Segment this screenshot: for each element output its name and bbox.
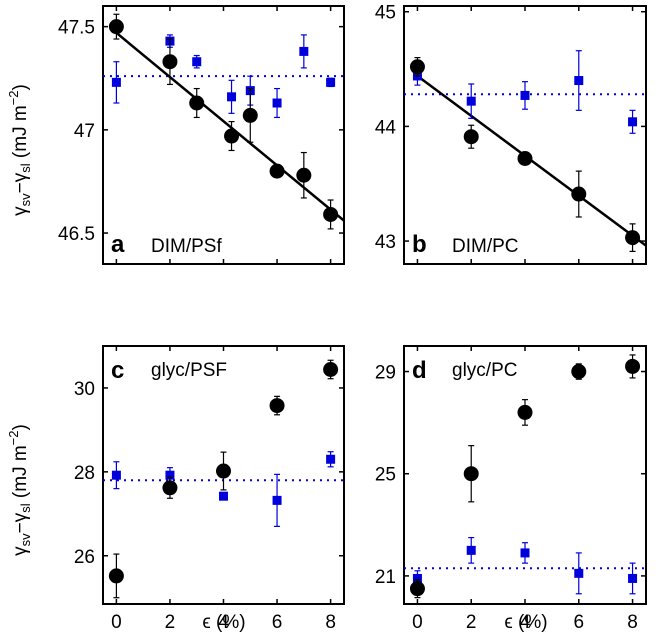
y-tick-label: 26 [74, 547, 95, 568]
x-tick-label: 6 [272, 612, 283, 633]
blue-square-point [412, 573, 422, 583]
panel-title: DIM/PC [452, 236, 519, 257]
panel-letter: a [111, 231, 125, 258]
black-circle-point [162, 54, 178, 70]
black-circle-point [242, 107, 258, 123]
black-circle-point [571, 186, 587, 202]
plot-frame [102, 5, 345, 265]
blue-square-point [466, 96, 476, 106]
y-tick-label: 21 [375, 567, 396, 588]
panel-d: 21 25 29 0 2 4 6 8 d glyc/PC [375, 345, 647, 633]
y-tick-label: 47.5 [58, 18, 95, 39]
black-circle-point [162, 480, 178, 496]
blue-square-point [111, 470, 121, 480]
black-circle-point [323, 361, 339, 377]
fit-line [115, 31, 344, 222]
blue-square-point [574, 568, 584, 578]
black-circle-point [108, 568, 124, 584]
blue-square-point [520, 90, 530, 100]
black-circle-point [296, 167, 312, 183]
x-tick-label: 4 [218, 612, 229, 633]
panel-a: 46.5 47 47.5 a DIM/PSf [58, 5, 345, 265]
blue-square-point [466, 545, 476, 555]
panel-letter: c [111, 357, 124, 384]
black-circle-point [517, 151, 533, 167]
x-tick-label: 0 [111, 612, 122, 633]
y-axis-label-bottom: γsv−γsl (mJ m−2) [6, 424, 33, 556]
panel-letter: d [412, 357, 427, 384]
data-marks [404, 354, 646, 599]
black-circle-point [216, 463, 231, 479]
black-circle-point [463, 466, 479, 482]
x-tick-label: 0 [412, 612, 423, 633]
blue-square-point [111, 77, 121, 87]
y-tick-label: 47 [74, 121, 95, 142]
data-marks [404, 50, 646, 252]
blue-square-point [219, 491, 228, 501]
black-circle-point [463, 129, 479, 145]
x-tick-label: 8 [627, 612, 638, 633]
blue-square-point [272, 98, 282, 108]
black-circle-point [189, 95, 205, 111]
panel-c: 26 28 30 0 2 4 6 8 c glyc/PSF [74, 345, 345, 633]
black-circle-point [108, 19, 124, 35]
y-tick-label: 45 [375, 3, 396, 24]
y-axis-label-top: γsv−γsl (mJ m−2) [6, 84, 33, 216]
plot-frame [403, 5, 647, 265]
black-circle-point [625, 230, 641, 246]
blue-square-point [272, 495, 282, 505]
blue-square-point [574, 76, 584, 86]
blue-square-point [165, 470, 175, 480]
black-circle-point [571, 364, 587, 380]
y-tick-label: 28 [74, 463, 95, 484]
black-circle-point [269, 398, 285, 414]
black-circle-point [224, 128, 240, 144]
blue-square-point [227, 92, 237, 102]
blue-square-point [192, 57, 202, 67]
x-tick-label: 4 [520, 612, 531, 633]
y-tick-label: 30 [74, 379, 95, 400]
panel-title: glyc/PSF [151, 360, 227, 381]
y-tick-label: 29 [375, 363, 396, 384]
y-tick-label: 43 [375, 232, 396, 253]
x-axis-label-left: ϵ (%) [202, 612, 245, 633]
black-circle-point [409, 59, 425, 75]
black-circle-point [409, 581, 425, 597]
panel-title: DIM/PSf [151, 236, 222, 257]
blue-square-point [520, 548, 530, 558]
x-tick-label: 2 [165, 612, 176, 633]
plot-frame [403, 345, 647, 605]
x-tick-label: 6 [573, 612, 584, 633]
blue-square-point [326, 77, 336, 87]
black-circle-point [323, 206, 339, 222]
blue-square-point [628, 573, 638, 583]
x-tick-label: 2 [466, 612, 477, 633]
y-tick-label: 46.5 [58, 224, 95, 245]
data-marks [103, 13, 344, 230]
x-axis-label-right: ϵ (%) [504, 612, 547, 633]
panel-title: glyc/PC [452, 360, 517, 381]
blue-square-point [326, 454, 336, 464]
black-circle-point [269, 163, 285, 179]
panel-b: 43 44 45 b DIM/PC [375, 3, 647, 265]
black-circle-point [625, 358, 641, 374]
y-tick-label: 44 [375, 117, 397, 138]
blue-square-point [628, 117, 638, 127]
y-tick-label: 25 [375, 465, 396, 486]
panel-letter: b [412, 231, 427, 258]
data-marks [103, 359, 344, 599]
blue-square-point [299, 46, 309, 56]
x-tick-label: 8 [325, 612, 336, 633]
black-circle-point [517, 404, 533, 420]
